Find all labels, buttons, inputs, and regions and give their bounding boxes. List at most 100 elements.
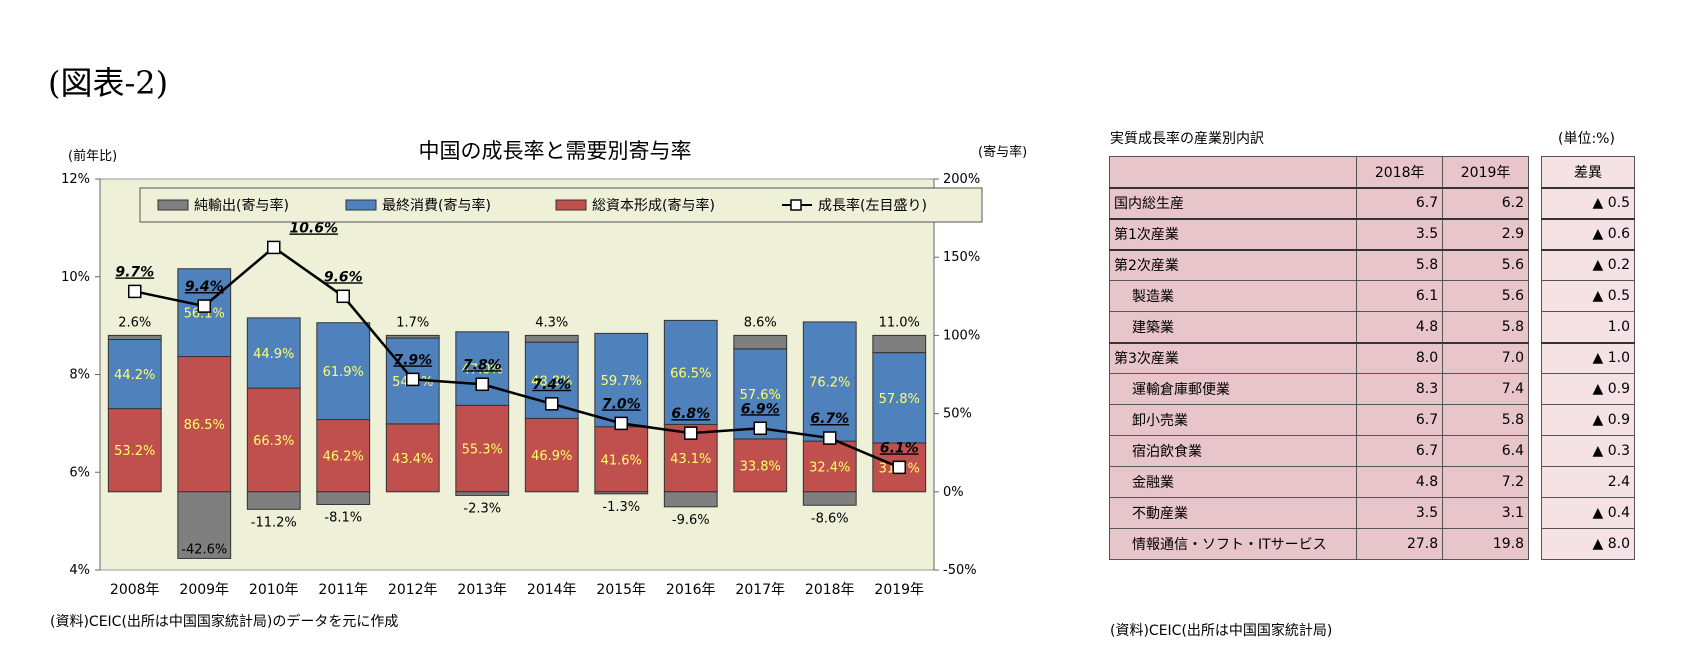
final-consumption-label: 56.1% [184,307,225,322]
final-consumption-bar [316,322,371,421]
x-tick-label: 2012年 [388,582,438,598]
legend-swatch [345,199,377,211]
capital-formation-label: 66.3% [253,434,294,449]
left-tick-label: 6% [69,465,90,480]
diff-row: 2.4 [1541,466,1635,498]
left-tick-label: 10% [61,270,90,285]
net-exports-bar [107,334,162,340]
value-2018: 8.3 [1356,373,1444,405]
row-label: 金融業 [1108,466,1358,498]
header-blank [1108,156,1358,188]
value-2019: 7.4 [1442,373,1529,405]
row-label: 運輸倉庫郵便業 [1108,373,1358,405]
diff-value: ▲ 0.5 [1541,186,1635,219]
x-tick-label: 2017年 [735,582,785,598]
growth-rate-label: 9.6% [324,269,363,285]
value-2019: 6.4 [1442,435,1529,467]
growth-rate-label: 7.9% [393,352,432,368]
net-exports-bar [246,491,301,510]
diff-value: ▲ 0.9 [1541,404,1635,436]
table-row: 金融業 4.8 7.2 [1108,466,1529,498]
net-exports-label: 1.7% [396,315,429,330]
capital-formation-bar [733,438,788,493]
x-tick-label: 2013年 [457,582,507,598]
table-row: 製造業 6.1 5.6 [1108,280,1529,312]
growth-rate-point [267,240,281,255]
diff-value: ▲ 0.9 [1541,373,1635,405]
legend-marker-swatch [790,199,802,211]
final-consumption-bar [455,331,510,406]
right-tick-label: 50% [943,407,972,422]
table-row: 卸小売業 6.7 5.8 [1108,404,1529,436]
growth-rate-label: 9.4% [185,279,224,295]
net-exports-bar [594,491,649,495]
table-caption: 実質成長率の産業別内訳 [1110,131,1264,147]
final-consumption-label: 44.9% [253,347,294,362]
table-header-row: 2018年 2019年 [1108,156,1529,188]
net-exports-bar [872,334,927,354]
capital-formation-label: 43.1% [670,452,711,467]
right-tick-label: 200% [943,172,980,187]
capital-formation-label: 53.2% [114,444,155,459]
final-consumption-label: 47.0% [462,363,503,378]
growth-rate-point [545,397,559,411]
diff-value: ▲ 0.5 [1541,280,1635,312]
net-exports-label: 2.6% [118,315,151,330]
diff-row: ▲ 0.2 [1541,248,1635,281]
value-2019: 6.2 [1442,186,1529,219]
net-exports-label: -42.6% [181,542,227,557]
table-row: 情報通信・ソフト・ITサービス 27.8 19.8 [1108,528,1529,560]
table-source: (資料)CEIC(出所は中国国家統計局) [1110,623,1333,639]
value-2018: 6.1 [1356,280,1444,312]
growth-rate-point [892,460,906,475]
right-tick-label: -50% [943,563,977,578]
value-2018: 3.5 [1356,497,1444,529]
net-exports-label: -11.2% [251,515,297,530]
value-2019: 2.9 [1442,217,1529,250]
capital-formation-label: 86.5% [184,418,225,433]
header-2019: 2019年 [1442,156,1529,188]
table-row: 第3次産業 8.0 7.0 [1108,341,1529,374]
capital-formation-bar [177,356,232,493]
net-exports-bar [177,491,232,559]
diff-value: ▲ 1.0 [1541,341,1635,374]
table-row: 第1次産業 3.5 2.9 [1108,217,1529,250]
net-exports-bar [455,491,510,496]
final-consumption-label: 48.8% [531,374,572,389]
growth-rate-point [823,431,837,445]
row-label: 第3次産業 [1108,341,1358,374]
legend-swatch [157,199,189,211]
growth-rate-label: 6.7% [810,411,849,427]
row-label: 第1次産業 [1108,217,1358,250]
diff-row: ▲ 0.5 [1541,186,1635,219]
diff-value: ▲ 0.4 [1541,497,1635,529]
row-label: 宿泊飲食業 [1108,435,1358,467]
diff-value: ▲ 0.6 [1541,217,1635,250]
net-exports-label: -8.6% [811,511,849,526]
net-exports-label: 4.3% [535,315,568,330]
value-2018: 6.7 [1356,186,1444,219]
diff-row: ▲ 8.0 [1541,528,1635,560]
x-tick-label: 2018年 [805,582,855,598]
figure-label: (図表-2) [48,64,169,102]
final-consumption-label: 61.9% [323,365,364,380]
legend-label: 成長率(左目盛り) [818,197,927,214]
industry-growth-table: 2018年 2019年 国内総生産 6.7 6.2 第1次産業 3.5 2.9 第2次産業 5… [1108,156,1529,560]
table-unit: (単位:%) [1558,131,1615,147]
capital-formation-bar [524,417,579,493]
right-tick-label: 150% [943,250,980,265]
net-exports-bar [316,491,371,505]
right-axis-label: (寄与率) [978,144,1027,160]
diff-row: ▲ 0.4 [1541,497,1635,529]
x-tick-label: 2016年 [666,582,716,598]
final-consumption-label: 66.5% [670,366,711,381]
diff-value: ▲ 8.0 [1541,528,1635,560]
diff-value: ▲ 0.2 [1541,248,1635,281]
capital-formation-label: 41.6% [601,453,642,468]
final-consumption-label: 76.2% [809,376,850,391]
left-axis-label: (前年比) [68,148,117,164]
capital-formation-bar [455,404,510,493]
legend-label: 純輸出(寄与率) [194,197,289,214]
value-2019: 5.8 [1442,404,1529,436]
capital-formation-label: 32.4% [809,460,850,475]
